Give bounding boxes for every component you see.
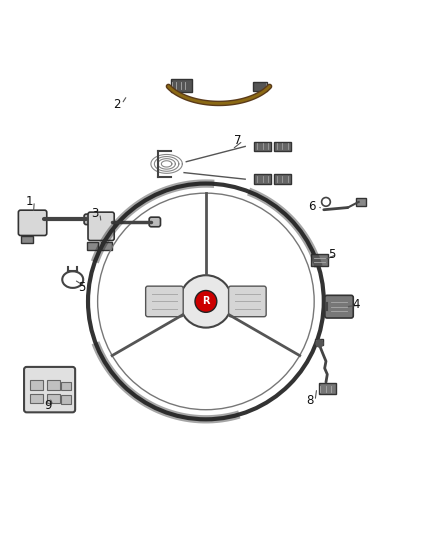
- FancyBboxPatch shape: [84, 214, 96, 224]
- Bar: [171, 78, 192, 93]
- Text: R: R: [202, 296, 210, 306]
- Text: 5: 5: [328, 248, 336, 261]
- Text: 8: 8: [306, 394, 314, 407]
- FancyBboxPatch shape: [229, 286, 266, 317]
- Text: 4: 4: [353, 298, 360, 311]
- Text: 1: 1: [25, 195, 33, 207]
- Bar: [21, 236, 33, 244]
- FancyBboxPatch shape: [146, 286, 183, 317]
- Bar: [356, 198, 366, 206]
- Text: 7: 7: [234, 134, 241, 147]
- Text: 2: 2: [113, 98, 120, 110]
- Bar: [274, 174, 290, 184]
- FancyBboxPatch shape: [24, 367, 75, 413]
- Bar: [30, 381, 43, 390]
- Text: 5: 5: [78, 281, 85, 294]
- Bar: [315, 340, 323, 345]
- Bar: [46, 381, 60, 390]
- Circle shape: [195, 290, 217, 312]
- FancyBboxPatch shape: [18, 210, 47, 236]
- Bar: [254, 82, 266, 91]
- Bar: [254, 174, 271, 184]
- Text: 6: 6: [308, 200, 316, 213]
- Bar: [30, 393, 43, 403]
- FancyBboxPatch shape: [88, 212, 114, 240]
- Bar: [61, 382, 71, 391]
- Bar: [101, 242, 113, 250]
- Bar: [318, 383, 336, 394]
- Text: 3: 3: [91, 207, 98, 220]
- Bar: [87, 242, 98, 250]
- Circle shape: [180, 275, 232, 328]
- Text: 9: 9: [44, 399, 52, 412]
- Bar: [254, 142, 271, 151]
- Bar: [46, 393, 60, 403]
- Bar: [311, 254, 328, 266]
- FancyBboxPatch shape: [149, 217, 160, 227]
- Bar: [274, 142, 290, 151]
- FancyBboxPatch shape: [325, 295, 353, 318]
- Bar: [61, 395, 71, 403]
